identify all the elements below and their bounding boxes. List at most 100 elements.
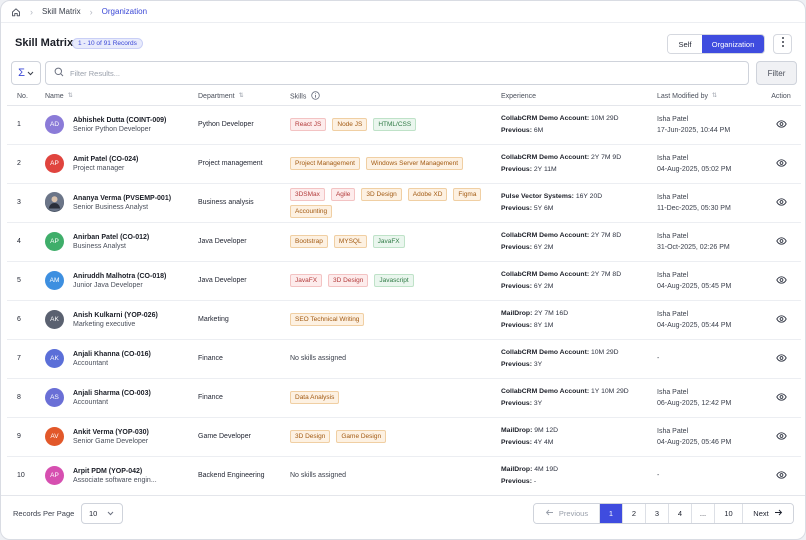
next-page-button[interactable]: Next	[743, 504, 793, 523]
eye-icon[interactable]	[775, 275, 787, 286]
avatar-initials: AP	[50, 238, 59, 245]
info-icon[interactable]	[311, 91, 320, 102]
eye-icon[interactable]	[775, 119, 787, 130]
avatar: AP	[45, 466, 64, 485]
employee-info: Aniruddh Malhotra (CO-018) Junior Java D…	[73, 273, 166, 289]
page-button-2[interactable]: 2	[623, 504, 646, 523]
last-modified-cell: -	[657, 339, 761, 379]
experience-value: 2Y 7M 16D	[534, 309, 569, 317]
skill-tags: Data Analysis	[290, 391, 495, 404]
action-cell	[761, 183, 801, 223]
previous-page-button[interactable]: Previous	[534, 504, 600, 523]
action-cell	[761, 417, 801, 457]
aggregate-dropdown[interactable]: Σ	[11, 61, 41, 85]
avatar	[45, 192, 64, 212]
modified-by: Isha Patel	[657, 310, 689, 318]
employee-info: Amit Patel (CO-024) Project manager	[73, 156, 138, 172]
employee[interactable]: AS Anjali Sharma (CO-003) Accountant	[45, 388, 198, 407]
eye-icon[interactable]	[775, 431, 787, 442]
modified-at: 04-Aug-2025, 05:46 PM	[657, 438, 732, 446]
action-cell	[761, 456, 801, 496]
eye-icon[interactable]	[775, 197, 787, 208]
eye-icon[interactable]	[775, 158, 787, 169]
breadcrumb-item-organization[interactable]: Organization	[101, 7, 148, 16]
modified-by: Isha Patel	[657, 154, 689, 162]
skills-cell: Bootstrap MYSQL JavaFX	[290, 222, 501, 262]
page-button-10[interactable]: 10	[715, 504, 743, 523]
toggle-organization-button[interactable]: Organization	[702, 35, 764, 53]
eye-icon[interactable]	[775, 470, 787, 481]
modified-by: -	[657, 472, 660, 479]
skills-cell: SEO Technical Writing	[290, 300, 501, 340]
page-title: Skill Matrix	[15, 37, 74, 49]
more-options-button[interactable]	[773, 34, 792, 54]
employee[interactable]: AP Arpit PDM (YOP-042) Associate softwar…	[45, 466, 198, 485]
table-row: 9 AV Ankit Verma (YOP-030) Senior Game D…	[7, 417, 801, 457]
avatar: AM	[45, 271, 64, 290]
experience-label: Previous:	[501, 126, 532, 134]
row-number: 4	[7, 222, 45, 262]
experience-line: Previous: 4Y 4M	[501, 437, 657, 449]
experience-label: Previous:	[501, 477, 532, 485]
experience-label: Previous:	[501, 399, 532, 407]
page-button-4[interactable]: 4	[669, 504, 692, 523]
page-button-1[interactable]: 1	[600, 504, 623, 523]
column-header-last-modified[interactable]: Last Modified by ⇅	[657, 89, 761, 106]
row-number: 5	[7, 261, 45, 301]
employee[interactable]: AV Ankit Verma (YOP-030) Senior Game Dev…	[45, 427, 198, 446]
modified-by: Isha Patel	[657, 271, 689, 279]
eye-icon[interactable]	[775, 314, 787, 325]
breadcrumb-item-skill-matrix[interactable]: Skill Matrix	[42, 7, 81, 16]
action-cell	[761, 378, 801, 418]
action-cell	[761, 300, 801, 340]
records-per-page-value: 10	[89, 509, 98, 518]
experience-line: Previous: 6Y 2M	[501, 242, 657, 254]
records-per-page-select[interactable]: 10	[81, 503, 123, 524]
filter-button[interactable]: Filter	[756, 61, 797, 85]
skill-tag: 3D Design	[290, 430, 331, 443]
search-input[interactable]	[70, 68, 670, 78]
name-cell: AV Ankit Verma (YOP-030) Senior Game Dev…	[45, 417, 198, 457]
skill-tag: JavaFX	[290, 274, 323, 287]
skills-cell: React JS Node JS HTML/CSS	[290, 105, 501, 145]
page-button-3[interactable]: 3	[646, 504, 669, 523]
employee-role: Project manager	[73, 164, 125, 172]
column-header-department[interactable]: Department ⇅	[198, 89, 290, 106]
employee-role: Accountant	[73, 398, 109, 406]
department-cell: Marketing	[198, 300, 290, 340]
eye-icon[interactable]	[775, 392, 787, 403]
employee-info: Anjali Sharma (CO-003) Accountant	[73, 390, 151, 406]
search-box	[45, 61, 749, 85]
home-icon[interactable]	[11, 7, 21, 17]
column-header-action: Action	[761, 89, 801, 106]
experience-label: MailDrop:	[501, 426, 533, 434]
column-header-name[interactable]: Name ⇅	[45, 89, 198, 106]
eye-icon[interactable]	[775, 236, 787, 247]
department-cell: Game Developer	[198, 417, 290, 457]
column-header-skills-label: Skills	[290, 93, 307, 101]
employee[interactable]: Ananya Verma (PVSEMP-001) Senior Busines…	[45, 192, 198, 212]
employee[interactable]: AM Aniruddh Malhotra (CO-018) Junior Jav…	[45, 271, 198, 290]
employee[interactable]: AP Anirban Patel (CO-012) Business Analy…	[45, 232, 198, 251]
employee-role: Senior Python Developer	[73, 125, 151, 133]
experience-line: Previous: 5Y 6M	[501, 203, 657, 215]
experience-line: Previous: 8Y 1M	[501, 320, 657, 332]
last-modified-cell: Isha Patel 04-Aug-2025, 05:02 PM	[657, 144, 761, 184]
chevron-down-icon	[27, 67, 34, 79]
employee[interactable]: AK Anjali Khanna (CO-016) Accountant	[45, 349, 198, 368]
name-cell: Ananya Verma (PVSEMP-001) Senior Busines…	[45, 183, 198, 223]
pagination: Previous 1 2 3 4 ... 10 Next	[533, 503, 794, 524]
experience-label: CollabCRM Demo Account:	[501, 153, 590, 161]
employee[interactable]: AK Anish Kulkarni (YOP-026) Marketing ex…	[45, 310, 198, 329]
row-number: 3	[7, 183, 45, 223]
table-header-row: No. Name ⇅ Department ⇅ Skills Experience …	[7, 89, 801, 106]
row-number: 7	[7, 339, 45, 379]
employee-name: Anjali Khanna (CO-016)	[73, 350, 151, 358]
employee[interactable]: AD Abhishek Dutta (COINT-009) Senior Pyt…	[45, 115, 198, 134]
skills-cell: Data Analysis	[290, 378, 501, 418]
employee[interactable]: AP Amit Patel (CO-024) Project manager	[45, 154, 198, 173]
modified-at: 04-Aug-2025, 05:44 PM	[657, 321, 732, 329]
toggle-self-button[interactable]: Self	[668, 35, 702, 53]
eye-icon[interactable]	[775, 353, 787, 364]
